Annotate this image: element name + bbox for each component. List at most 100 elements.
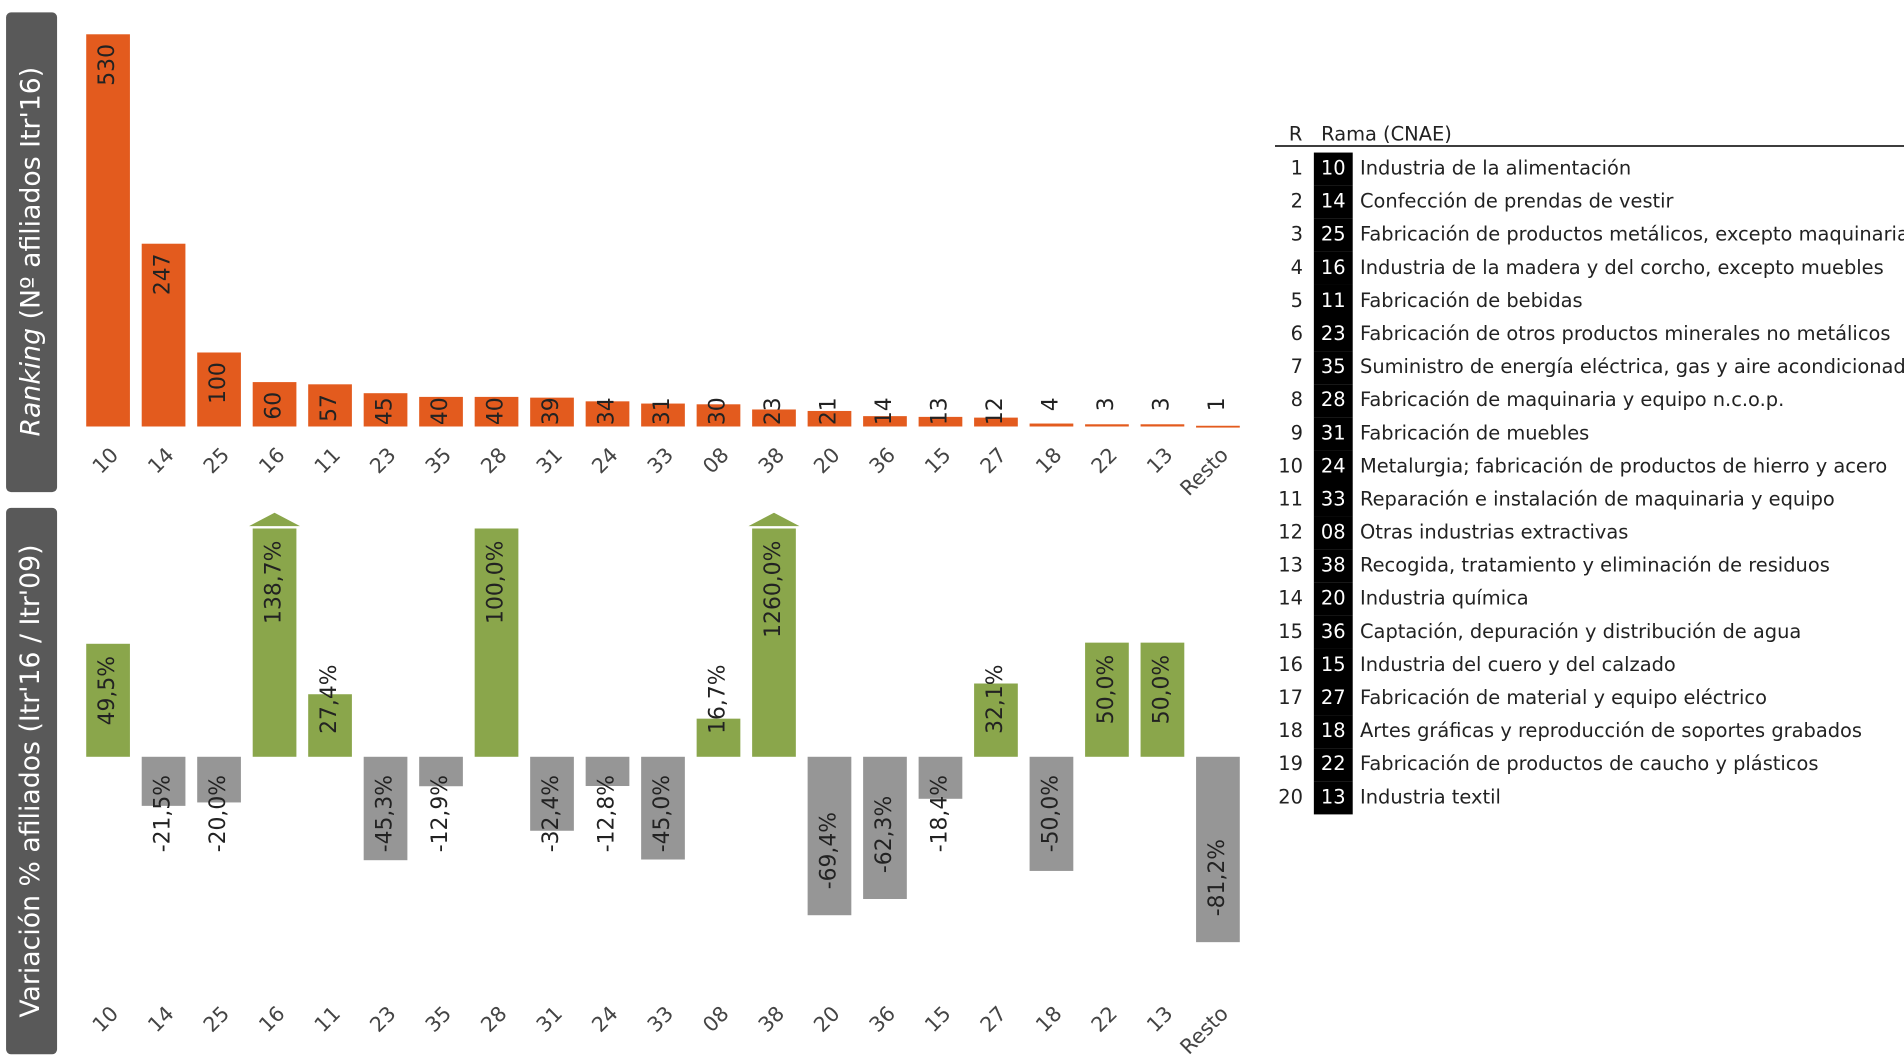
bar [141,243,186,427]
value-label: 50,0% [1149,655,1174,724]
code: 27 [1321,686,1346,709]
branch-name: Industria química [1360,587,1529,610]
value-label: 32,1% [983,665,1008,734]
code-box [1313,516,1353,550]
branch-name: Recogida, tratamiento y eliminación de r… [1360,554,1830,577]
table-header: R [1289,123,1302,146]
bar [86,643,130,757]
branch-name: Confección de prendas de vestir [1360,190,1674,213]
rank: 17 [1278,686,1303,709]
x-tick-label: 25 [199,1001,235,1037]
x-tick-label: 08 [698,443,734,479]
value-label: 40 [484,397,509,425]
bar [1029,423,1074,427]
bar-group [86,528,1240,943]
bar [308,384,352,427]
bar [1196,756,1240,943]
value-label: 14 [872,397,897,425]
bar [585,756,630,787]
bar [1085,424,1129,427]
bar [1029,756,1074,871]
branch-name: Industria de la madera y del corcho, exc… [1360,256,1884,279]
value-label: 12 [983,397,1008,425]
code: 13 [1321,785,1346,808]
bar [363,756,408,861]
code: 36 [1321,620,1346,643]
x-tick-label: 24 [587,443,623,479]
bar [641,403,685,427]
branch-name: Artes gráficas y reproducción de soporte… [1360,719,1862,742]
value-label: -81,2% [1205,839,1230,916]
rank: 10 [1278,454,1303,477]
branch-name: Suministro de energía eléctrica, gas y a… [1360,355,1904,378]
x-tick-label: 10 [88,1001,124,1037]
rank: 16 [1278,653,1303,676]
rank: 6 [1291,322,1303,345]
branch-name: Otras industrias extractivas [1360,521,1628,544]
code: 08 [1321,521,1346,544]
x-tick-label: 35 [421,1001,457,1037]
code: 10 [1321,157,1346,180]
x-tick-label: 38 [754,443,790,479]
value-label: -45,0% [650,775,675,852]
code: 23 [1321,322,1346,345]
bar [863,756,907,900]
value-label: 100 [206,362,231,404]
x-tick-label: Resto [1175,1001,1233,1057]
x-tick-label: 38 [754,1001,790,1037]
value-label: 100,0% [484,541,509,624]
value-label: 138,7% [262,541,287,624]
code-box [1313,152,1353,186]
code: 22 [1321,752,1346,775]
value-label: 39 [539,397,564,425]
y-axis-label-part: Ranking [15,328,46,437]
x-tick-label: 08 [698,1001,734,1037]
x-tick-label: 36 [865,1001,901,1037]
rank: 2 [1291,190,1303,213]
code: 18 [1321,719,1346,742]
rank: 14 [1278,587,1303,610]
code-box [1313,681,1353,716]
code-box [1313,715,1353,749]
code-box [1313,318,1353,352]
rank: 13 [1278,554,1303,577]
code-box [1313,549,1353,583]
bar [197,352,241,427]
code: 38 [1321,554,1346,577]
value-label: -18,4% [927,775,952,852]
bar [419,756,463,787]
code-box [1313,582,1353,616]
x-tick-label: Resto [1175,443,1233,501]
bar [252,382,297,427]
y-axis-label: Ranking (Nº afiliados Itr'16) [15,67,46,437]
side-panel [6,12,58,493]
bar [419,396,463,427]
branch-name: Reparación e instalación de maquinaria y… [1360,487,1835,510]
x-tick-label: 28 [476,443,512,479]
rank: 12 [1278,521,1303,544]
bar [252,528,297,757]
code: 28 [1321,388,1346,411]
code-box [1313,615,1353,649]
rank: 9 [1291,421,1303,444]
x-tick-label: 36 [865,443,901,479]
rank: 8 [1291,388,1303,411]
value-label: 57 [317,394,342,422]
rank: 5 [1291,289,1303,312]
value-label: 45 [373,397,398,425]
code: 31 [1321,421,1346,444]
value-label: 247 [151,253,176,295]
value-label: 34 [595,397,620,425]
value-label: 3 [1094,397,1119,411]
x-tick-label: 27 [975,443,1011,479]
code: 16 [1321,256,1346,279]
x-tick-label: 33 [643,443,679,479]
bar [1140,642,1185,757]
bar [585,401,630,427]
value-label: -20,0% [206,775,231,852]
x-tick-label: 35 [421,443,457,479]
x-tick-label: 28 [476,1001,512,1037]
overflow-arrow [748,512,800,527]
rank: 20 [1278,785,1303,808]
branch-name: Industria del cuero y del calzado [1360,653,1676,676]
